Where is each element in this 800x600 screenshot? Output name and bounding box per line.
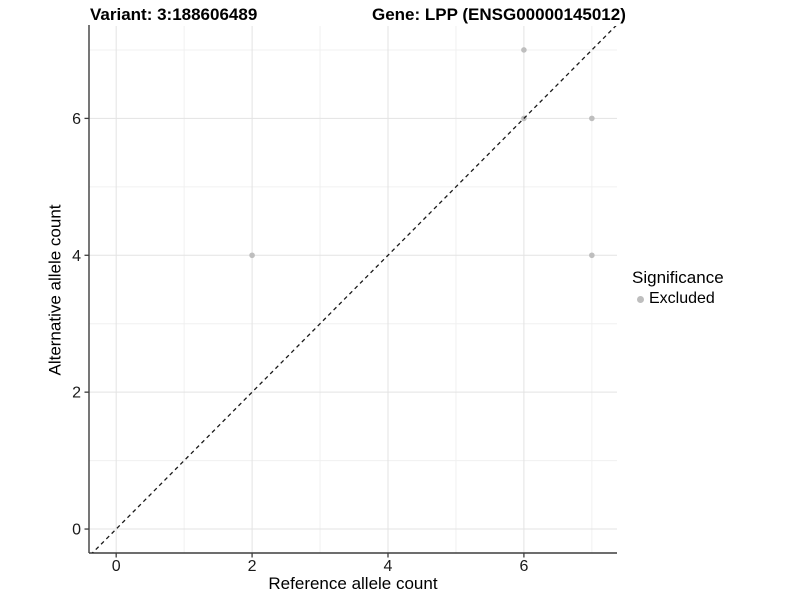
- y-axis-title-wrap: Alternative allele count: [46, 26, 66, 553]
- data-point: [521, 47, 527, 53]
- legend-item-label: Excluded: [649, 290, 715, 307]
- x-tick-label: 6: [519, 558, 528, 575]
- y-axis-title: Alternative allele count: [46, 203, 66, 376]
- x-tick-label: 4: [384, 558, 393, 575]
- legend-title: Significance: [632, 268, 724, 287]
- y-tick-label: 4: [72, 248, 81, 265]
- variant-title: Variant: 3:188606489: [90, 5, 258, 24]
- data-point: [589, 115, 595, 122]
- x-axis-title: Reference allele count: [268, 574, 438, 593]
- legend-point-icon: [637, 295, 644, 303]
- y-tick-label: 2: [72, 385, 81, 402]
- y-tick-label: 0: [72, 522, 81, 539]
- x-tick-label: 2: [248, 558, 257, 575]
- legend-item-excluded: Excluded: [630, 290, 724, 308]
- y-tick-label: 6: [72, 111, 81, 128]
- x-tick-label: 0: [112, 558, 121, 575]
- data-point: [249, 252, 255, 259]
- identity-line: [91, 26, 617, 553]
- legend: Significance Excluded: [630, 268, 724, 308]
- gene-title: Gene: LPP (ENSG00000145012): [372, 5, 626, 24]
- data-point: [589, 252, 595, 259]
